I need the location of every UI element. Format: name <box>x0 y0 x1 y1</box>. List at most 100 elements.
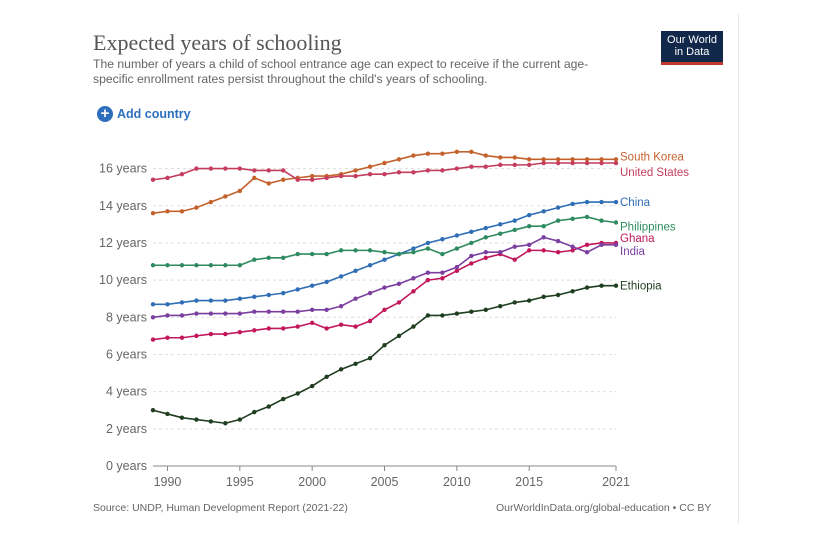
data-point-south-korea <box>165 209 170 214</box>
data-point-south-korea <box>150 211 156 216</box>
data-point-philippines <box>353 248 358 253</box>
data-point-ethiopia <box>179 415 185 420</box>
add-country-button[interactable]: + Add country <box>97 106 191 122</box>
x-tick-label: 1995 <box>226 475 254 489</box>
data-point-china <box>223 298 228 303</box>
data-point-ghana <box>208 331 214 337</box>
data-point-ghana <box>150 337 156 342</box>
data-point-ethiopia <box>411 324 416 329</box>
data-point-china <box>613 199 619 205</box>
data-point-philippines <box>396 251 402 257</box>
data-point-ethiopia <box>584 285 590 290</box>
data-point-india <box>613 242 619 247</box>
data-point-south-korea <box>512 155 517 160</box>
data-point-ghana <box>309 320 315 326</box>
data-point-philippines <box>411 250 416 255</box>
data-point-philippines <box>281 255 286 261</box>
data-point-ghana <box>454 268 460 274</box>
data-point-ethiopia <box>324 374 329 379</box>
logo-line-1: Our World <box>667 34 717 46</box>
data-point-united-states <box>295 177 300 182</box>
data-point-south-korea <box>541 157 546 162</box>
data-point-philippines <box>150 263 156 268</box>
data-point-united-states <box>469 164 474 169</box>
data-point-ghana <box>338 322 344 327</box>
data-point-united-states <box>208 166 214 171</box>
data-point-ghana <box>367 318 373 324</box>
source-note[interactable]: Source: UNDP, Human Development Report (… <box>93 502 348 514</box>
chart-frame <box>80 14 739 524</box>
data-point-philippines <box>469 240 474 246</box>
data-point-united-states <box>498 162 503 168</box>
data-point-india <box>223 311 228 316</box>
data-point-philippines <box>237 263 243 268</box>
data-point-south-korea <box>194 205 199 210</box>
data-point-ghana <box>295 324 300 329</box>
data-point-china <box>295 287 300 292</box>
data-point-india <box>425 270 431 275</box>
data-point-india <box>194 311 199 316</box>
y-tick-label: 6 years <box>106 347 147 361</box>
data-point-philippines <box>338 248 344 253</box>
data-point-philippines <box>295 251 300 257</box>
data-point-ethiopia <box>498 303 503 309</box>
data-point-united-states <box>281 168 286 173</box>
data-point-india <box>411 276 416 281</box>
y-tick-label: 10 years <box>99 273 147 287</box>
data-point-china <box>599 199 604 205</box>
data-point-south-korea <box>411 153 416 158</box>
data-point-united-states <box>367 171 373 177</box>
data-point-south-korea <box>223 194 228 199</box>
data-point-united-states <box>512 162 517 168</box>
data-point-south-korea <box>570 157 575 162</box>
data-point-philippines <box>208 263 214 268</box>
x-tick-label: 2010 <box>443 475 471 489</box>
data-point-united-states <box>584 160 590 166</box>
data-point-china <box>425 240 431 246</box>
data-point-philippines <box>440 251 445 257</box>
data-point-philippines <box>194 263 199 268</box>
data-point-china <box>469 229 474 234</box>
y-tick-label: 14 years <box>99 199 147 213</box>
data-point-united-states <box>266 168 271 173</box>
data-point-ghana <box>252 328 257 333</box>
x-tick-label: 1990 <box>154 475 182 489</box>
data-point-united-states <box>252 168 257 173</box>
data-point-philippines <box>526 224 532 229</box>
data-point-ethiopia <box>295 391 300 396</box>
data-point-united-states <box>223 166 228 171</box>
data-point-philippines <box>309 251 315 257</box>
data-point-ghana <box>396 300 402 305</box>
data-point-ethiopia <box>252 409 257 415</box>
chart-subtitle: The number of years a child of school en… <box>93 57 589 86</box>
data-point-united-states <box>309 177 315 182</box>
owid-logo[interactable]: Our World in Data <box>661 31 723 65</box>
data-point-ghana <box>411 289 416 294</box>
data-point-united-states <box>194 166 199 171</box>
x-tick-label: 2005 <box>371 475 399 489</box>
data-point-philippines <box>555 218 561 223</box>
data-point-united-states <box>411 170 416 175</box>
data-point-ghana <box>526 248 532 253</box>
data-point-china <box>309 283 315 288</box>
data-point-south-korea <box>252 175 257 181</box>
data-point-india <box>570 244 575 249</box>
series-label-ghana: Ghana <box>620 233 655 245</box>
series-line-india <box>152 236 616 319</box>
data-point-china <box>338 274 344 279</box>
credit-link[interactable]: OurWorldInData.org/global-education • CC… <box>496 502 712 514</box>
data-point-united-states <box>353 173 358 179</box>
data-point-china <box>411 246 416 251</box>
data-point-south-korea <box>237 188 243 194</box>
data-point-south-korea <box>353 168 358 173</box>
data-point-india <box>237 311 243 316</box>
data-point-ghana <box>382 307 387 313</box>
data-point-ethiopia <box>266 404 271 409</box>
data-point-ethiopia <box>223 421 228 426</box>
data-point-india <box>208 311 214 316</box>
x-tick-label: 2021 <box>602 475 630 489</box>
data-point-india <box>483 250 488 255</box>
data-point-south-korea <box>367 164 373 169</box>
data-point-india <box>526 242 532 247</box>
series-line-ghana <box>152 242 616 341</box>
